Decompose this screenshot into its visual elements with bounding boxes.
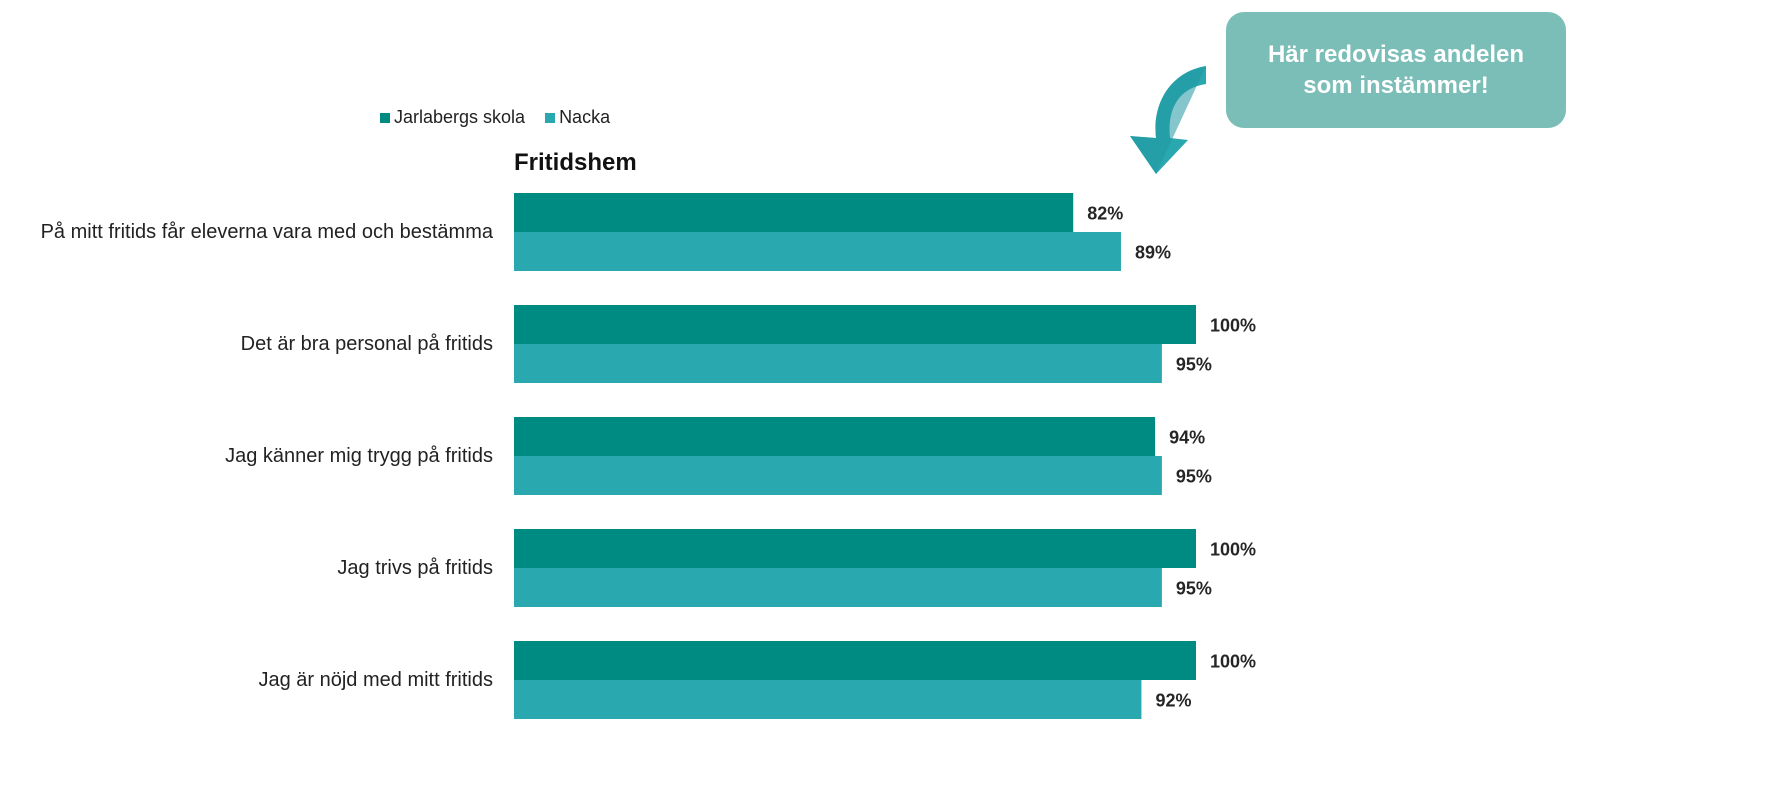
callout-box: Här redovisas andelen som instämmer! (1226, 12, 1566, 128)
data-label: 94% (1169, 428, 1205, 448)
data-label: 100% (1210, 316, 1256, 336)
curved-arrow-icon (1130, 66, 1206, 174)
bar-jarlabergs-skola (514, 417, 1156, 456)
data-label: 95% (1176, 355, 1212, 375)
legend-label: Jarlabergs skola (394, 107, 526, 127)
data-label: 100% (1210, 540, 1256, 560)
legend-swatch (380, 112, 390, 123)
data-label: 82% (1087, 204, 1123, 224)
bar-nacka (514, 232, 1121, 271)
category-label: På mitt fritids får eleverna vara med oc… (41, 221, 494, 243)
legend-label: Nacka (559, 107, 611, 127)
category-label: Jag är nöjd med mitt fritids (258, 669, 493, 691)
data-label: 92% (1155, 691, 1191, 711)
category-label: Jag känner mig trygg på fritids (225, 445, 493, 467)
bar-nacka (514, 456, 1162, 495)
data-label: 95% (1176, 467, 1212, 487)
legend-item-0: Jarlabergs skola (380, 107, 525, 128)
legend-item-1: Nacka (545, 107, 610, 128)
data-label: 89% (1135, 243, 1171, 263)
data-label: 95% (1176, 579, 1212, 599)
bar-jarlabergs-skola (514, 193, 1074, 232)
chart-legend: Jarlabergs skola Nacka (380, 107, 630, 128)
bar-jarlabergs-skola (514, 305, 1196, 344)
bar-nacka (514, 344, 1162, 383)
bar-nacka (514, 680, 1142, 719)
data-label: 100% (1210, 652, 1256, 672)
legend-swatch (545, 112, 556, 123)
bar-jarlabergs-skola (514, 529, 1196, 568)
chart-title: Fritidshem (514, 149, 637, 176)
category-label: Det är bra personal på fritids (241, 333, 493, 355)
bar-nacka (514, 568, 1162, 607)
category-label: Jag trivs på fritids (337, 557, 493, 579)
bar-jarlabergs-skola (514, 641, 1196, 680)
